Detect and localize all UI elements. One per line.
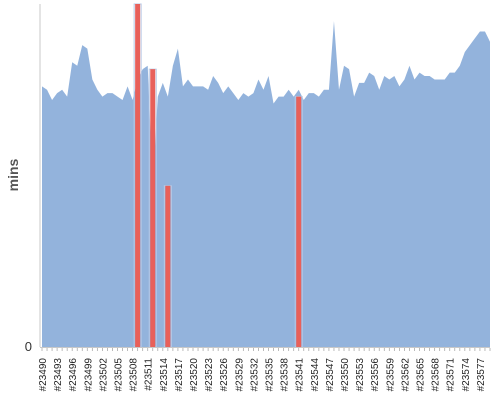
x-tick-label: #23508: [129, 358, 140, 392]
x-tick-label: #23568: [431, 358, 442, 392]
x-tick-label: #23529: [234, 358, 245, 392]
x-tick-label: #23562: [400, 358, 411, 392]
x-tick-label: #23520: [189, 358, 200, 392]
x-tick-label: #23535: [265, 358, 276, 392]
x-tick-label: #23511: [144, 358, 155, 391]
highlight-bar: [135, 4, 141, 347]
x-tick-label: #23490: [38, 358, 49, 392]
x-tick-label: #23553: [355, 358, 366, 392]
y-axis-label: mins: [5, 158, 21, 191]
x-tick-label: #23550: [340, 358, 351, 392]
x-tick-label: #23499: [83, 358, 94, 392]
x-tick-label: #23496: [68, 358, 79, 392]
x-tick-label: #23544: [310, 358, 321, 392]
highlight-bar: [296, 96, 302, 347]
x-tick-label: #23574: [461, 358, 472, 392]
x-tick-label: #23565: [416, 358, 427, 392]
x-tick-label: #23556: [370, 358, 381, 392]
x-tick-label: #23547: [325, 358, 336, 392]
area-series: [42, 21, 490, 348]
highlight-bar: [150, 69, 156, 348]
x-tick-label: #23541: [295, 358, 306, 392]
x-tick-label: #23505: [114, 358, 125, 392]
highlight-bar: [165, 185, 171, 347]
x-tick-label: #23514: [159, 358, 170, 392]
y-ticks: 0: [25, 339, 32, 354]
x-tick-label: #23526: [219, 358, 230, 392]
plot-area: [42, 3, 490, 348]
x-tick-label: #23493: [53, 358, 64, 392]
x-tick-label: #23559: [385, 358, 396, 392]
x-tick-label: #23538: [280, 358, 291, 392]
x-tick-label: #23571: [446, 358, 457, 392]
x-tick-label: #23502: [98, 358, 109, 392]
x-tick-label: #23577: [476, 358, 487, 392]
x-ticks: #23490 #23493 #23496 #23499 #23502 #23505 #235…: [38, 348, 491, 392]
y-tick-label: 0: [25, 339, 32, 354]
x-tick-label: #23523: [204, 358, 215, 392]
x-tick-label: #23517: [174, 358, 185, 392]
x-tick-label: #23532: [249, 358, 260, 392]
